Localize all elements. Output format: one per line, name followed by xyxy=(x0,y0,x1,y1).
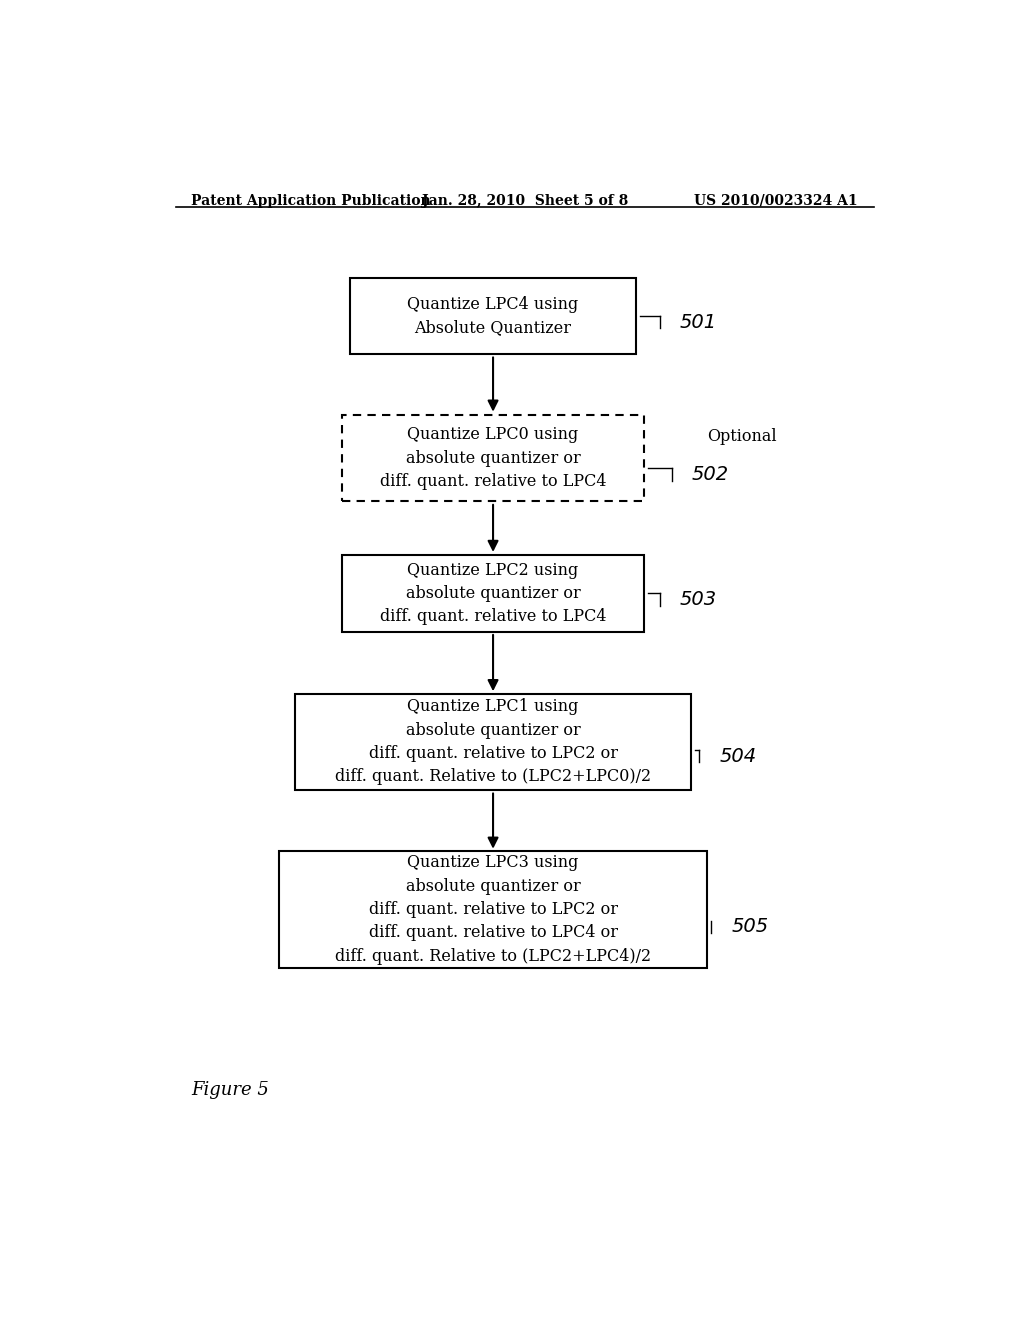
FancyBboxPatch shape xyxy=(350,277,636,354)
FancyBboxPatch shape xyxy=(342,556,644,631)
Text: Optional: Optional xyxy=(708,429,777,445)
Text: 502: 502 xyxy=(691,465,729,484)
Text: diff. quant. Relative to (LPC2+LPC4)/2: diff. quant. Relative to (LPC2+LPC4)/2 xyxy=(335,948,651,965)
Text: diff. quant. relative to LPC4: diff. quant. relative to LPC4 xyxy=(380,609,606,626)
Text: diff. quant. relative to LPC2 or: diff. quant. relative to LPC2 or xyxy=(369,902,617,917)
Text: 501: 501 xyxy=(680,313,717,331)
Text: absolute quantizer or: absolute quantizer or xyxy=(406,722,581,739)
FancyBboxPatch shape xyxy=(279,851,708,968)
Text: Quantize LPC3 using: Quantize LPC3 using xyxy=(408,854,579,871)
Text: absolute quantizer or: absolute quantizer or xyxy=(406,878,581,895)
Text: Quantize LPC1 using: Quantize LPC1 using xyxy=(408,698,579,715)
FancyBboxPatch shape xyxy=(295,693,691,791)
Text: 504: 504 xyxy=(719,747,757,766)
Text: Quantize LPC0 using: Quantize LPC0 using xyxy=(408,426,579,444)
Text: 503: 503 xyxy=(680,590,717,609)
Text: Jan. 28, 2010  Sheet 5 of 8: Jan. 28, 2010 Sheet 5 of 8 xyxy=(422,194,628,209)
Text: Patent Application Publication: Patent Application Publication xyxy=(191,194,431,209)
Text: diff. quant. relative to LPC4 or: diff. quant. relative to LPC4 or xyxy=(369,924,617,941)
Text: Quantize LPC4 using: Quantize LPC4 using xyxy=(408,296,579,313)
Text: diff. quant. Relative to (LPC2+LPC0)/2: diff. quant. Relative to (LPC2+LPC0)/2 xyxy=(335,768,651,785)
Text: 505: 505 xyxy=(731,917,768,936)
Text: diff. quant. relative to LPC4: diff. quant. relative to LPC4 xyxy=(380,473,606,490)
Text: absolute quantizer or: absolute quantizer or xyxy=(406,450,581,467)
Text: Quantize LPC2 using: Quantize LPC2 using xyxy=(408,561,579,578)
Text: Figure 5: Figure 5 xyxy=(191,1081,269,1098)
FancyBboxPatch shape xyxy=(342,414,644,502)
Text: US 2010/0023324 A1: US 2010/0023324 A1 xyxy=(694,194,858,209)
Text: diff. quant. relative to LPC2 or: diff. quant. relative to LPC2 or xyxy=(369,744,617,762)
Text: absolute quantizer or: absolute quantizer or xyxy=(406,585,581,602)
Text: Absolute Quantizer: Absolute Quantizer xyxy=(415,319,571,337)
